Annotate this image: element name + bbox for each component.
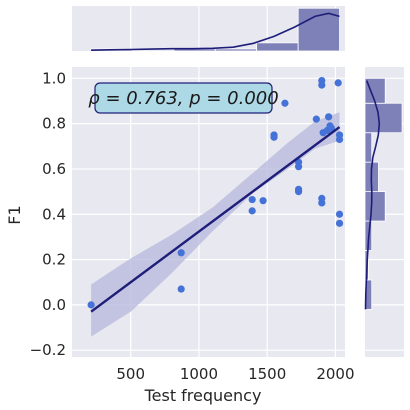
scatter-point <box>335 210 344 218</box>
main-scatter-plot: 500 1000 1500 2000 −0.2 0.0 0.2 0.4 0.6 0.8 1.0 ρ =… <box>30 67 355 383</box>
y-tick-label: 0.0 <box>42 296 66 314</box>
x-tick-label: 1000 <box>180 365 218 383</box>
x-tick-label: 1500 <box>248 365 286 383</box>
scatter-point <box>294 188 303 196</box>
annotation-text: ρ = 0.763, p = 0.000 <box>88 88 278 109</box>
top-histogram-bar <box>256 42 299 52</box>
y-axis-label: F1 <box>5 205 24 224</box>
right-kde-curve <box>364 80 381 310</box>
scatter-point <box>327 124 335 132</box>
annotation-box <box>94 82 273 114</box>
confidence-band <box>91 112 340 337</box>
right-histogram-bar <box>364 191 386 222</box>
scatter-point <box>294 163 303 171</box>
x-tick-label: 2000 <box>316 365 354 383</box>
right-histogram-bar <box>364 102 403 134</box>
x-tick-label: 500 <box>116 365 145 383</box>
x-axis-label: Test frequency <box>144 386 262 405</box>
top-kde-curve <box>91 12 340 51</box>
scatter-point <box>177 249 185 257</box>
scatter-point <box>335 219 344 227</box>
scatter-point <box>248 195 256 204</box>
scatter-point <box>325 113 333 121</box>
scatter-point <box>87 301 95 309</box>
top-histogram-bar <box>214 48 258 52</box>
scatter-point <box>318 199 326 207</box>
scatter-point <box>270 133 278 141</box>
scatter-point <box>334 79 342 87</box>
scatter-point <box>335 135 344 144</box>
top-marginal-histogram <box>72 6 345 52</box>
y-tick-label: 1.0 <box>42 69 66 87</box>
right-histogram-bar <box>364 132 373 163</box>
scatter-point <box>312 115 320 123</box>
y-tick-label: 0.4 <box>42 205 66 223</box>
scatter-point <box>177 285 185 293</box>
scatter-point <box>281 99 289 107</box>
right-marginal-histogram <box>364 67 404 357</box>
correlation-annotation: ρ = 0.763, p = 0.000 <box>88 82 279 114</box>
scatter-point <box>318 81 326 89</box>
scatter-point <box>259 197 267 205</box>
y-tick-label: 0.2 <box>42 251 66 269</box>
y-tick-label: 0.6 <box>42 160 66 178</box>
regression-line <box>90 126 341 313</box>
y-tick-label: −0.2 <box>30 341 66 359</box>
y-tick-label: 0.8 <box>42 115 66 133</box>
scatter-point <box>248 207 256 215</box>
